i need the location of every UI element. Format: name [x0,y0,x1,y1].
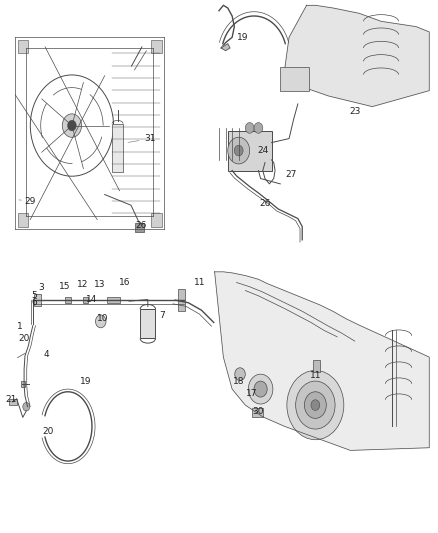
Bar [34,294,41,306]
Bar [280,67,309,91]
Text: 26: 26 [136,221,147,230]
Polygon shape [215,272,429,450]
Text: 5: 5 [31,291,37,300]
Polygon shape [221,44,230,51]
Bar [18,40,28,53]
Circle shape [254,381,267,397]
Bar [65,297,71,303]
Text: 10: 10 [97,314,109,322]
Text: 15: 15 [59,282,71,290]
Text: 11: 11 [194,278,205,287]
Text: 16: 16 [119,278,131,287]
Bar [9,399,17,405]
Circle shape [228,137,250,164]
Circle shape [67,120,76,131]
Circle shape [248,374,273,404]
Circle shape [245,123,254,133]
Circle shape [23,402,30,411]
Bar [228,131,272,171]
Circle shape [62,114,81,138]
Text: 20: 20 [42,427,54,436]
Text: 26: 26 [259,199,271,208]
Bar [151,213,162,227]
Text: 4: 4 [43,350,49,359]
Circle shape [287,370,344,440]
Text: 27: 27 [286,171,297,179]
Text: 21: 21 [5,395,17,404]
Bar [140,309,155,338]
Text: 18: 18 [233,377,244,385]
Circle shape [234,145,243,156]
Circle shape [95,315,106,328]
Bar [21,381,25,387]
Text: 23: 23 [349,108,360,116]
Bar [135,223,144,232]
Circle shape [296,381,335,429]
Text: 17: 17 [246,389,258,398]
Bar [178,289,185,311]
Bar [107,297,120,303]
Bar [151,40,162,53]
Text: 12: 12 [77,280,88,289]
Text: 24: 24 [257,146,268,155]
Circle shape [311,400,320,410]
Text: 31: 31 [128,134,156,143]
Text: 19: 19 [80,377,91,385]
Text: 13: 13 [94,280,106,289]
Text: 19: 19 [237,33,249,42]
Text: 3: 3 [39,284,45,292]
Bar [313,360,320,372]
Bar [252,408,263,417]
Text: 6: 6 [31,298,37,307]
Polygon shape [285,5,429,107]
Text: 11: 11 [310,372,321,380]
Text: 7: 7 [159,311,165,320]
Circle shape [254,123,263,133]
Bar [18,213,28,227]
Bar [83,297,88,303]
Circle shape [304,392,326,418]
Text: 20: 20 [18,334,30,343]
Text: 14: 14 [86,295,98,304]
Circle shape [235,368,245,381]
Text: 30: 30 [253,407,264,416]
Bar [112,124,123,172]
Text: 29: 29 [19,197,35,206]
Text: 1: 1 [17,322,23,330]
